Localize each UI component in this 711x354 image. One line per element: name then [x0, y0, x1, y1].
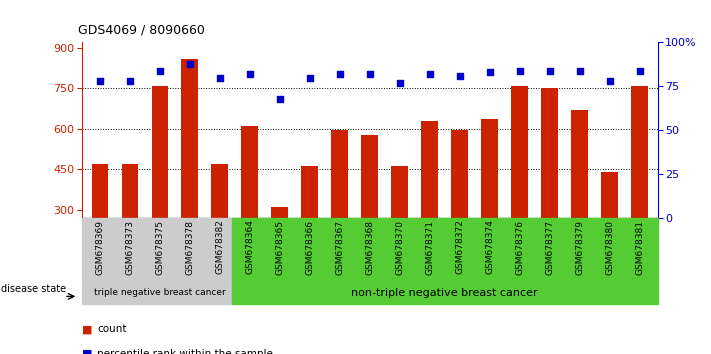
Text: GSM678367: GSM678367	[335, 219, 344, 275]
Text: GSM678375: GSM678375	[155, 219, 164, 275]
Text: GSM678380: GSM678380	[605, 219, 614, 275]
Text: ■: ■	[82, 349, 92, 354]
Text: GSM678376: GSM678376	[515, 219, 524, 275]
Point	[544, 68, 555, 73]
Text: GSM678364: GSM678364	[245, 219, 255, 274]
Text: GSM678372: GSM678372	[455, 219, 464, 274]
Point	[484, 69, 496, 75]
Point	[154, 68, 166, 73]
Bar	[211, 164, 228, 218]
Point	[214, 75, 225, 80]
Point	[364, 71, 375, 77]
Point	[94, 78, 105, 84]
Bar	[92, 164, 108, 218]
Point	[304, 75, 316, 80]
Bar	[451, 130, 468, 218]
Text: GSM678379: GSM678379	[575, 219, 584, 275]
Bar	[82, 218, 232, 280]
Text: percentile rank within the sample: percentile rank within the sample	[97, 349, 273, 354]
Text: non-triple negative breast cancer: non-triple negative breast cancer	[351, 288, 538, 298]
Point	[424, 71, 435, 77]
Bar	[232, 281, 658, 304]
Bar	[631, 86, 648, 218]
Point	[394, 80, 405, 86]
Text: GSM678366: GSM678366	[305, 219, 314, 275]
Point	[184, 61, 196, 66]
Bar	[181, 59, 198, 218]
Text: GSM678368: GSM678368	[365, 219, 374, 275]
Point	[574, 68, 585, 73]
Point	[334, 71, 346, 77]
Bar	[151, 86, 168, 218]
Point	[454, 73, 466, 79]
Text: GSM678369: GSM678369	[95, 219, 105, 275]
Text: count: count	[97, 324, 127, 334]
Text: GSM678373: GSM678373	[125, 219, 134, 275]
Text: disease state: disease state	[1, 284, 66, 295]
Bar	[122, 164, 138, 218]
Point	[514, 68, 525, 73]
Text: GDS4069 / 8090660: GDS4069 / 8090660	[78, 24, 205, 36]
Text: triple negative breast cancer: triple negative breast cancer	[94, 289, 225, 297]
Bar	[572, 110, 588, 218]
Text: GSM678370: GSM678370	[395, 219, 405, 275]
Text: GSM678382: GSM678382	[215, 219, 224, 274]
Bar	[542, 88, 558, 218]
Text: ■: ■	[82, 324, 92, 334]
Bar	[301, 166, 318, 218]
Bar	[361, 136, 378, 218]
Bar	[242, 126, 258, 218]
Bar	[511, 86, 528, 218]
Bar	[392, 166, 408, 218]
Text: GSM678378: GSM678378	[186, 219, 194, 275]
Bar	[272, 207, 288, 218]
Bar	[422, 121, 438, 218]
Point	[634, 68, 646, 73]
Bar	[602, 172, 618, 218]
Text: GSM678365: GSM678365	[275, 219, 284, 275]
Bar	[331, 130, 348, 218]
Text: GSM678374: GSM678374	[485, 219, 494, 274]
Bar	[481, 119, 498, 218]
Point	[244, 71, 255, 77]
Point	[604, 78, 616, 84]
Point	[274, 96, 285, 101]
Bar	[82, 281, 232, 304]
Bar	[232, 218, 658, 280]
Text: GSM678371: GSM678371	[425, 219, 434, 275]
Text: GSM678381: GSM678381	[635, 219, 644, 275]
Text: GSM678377: GSM678377	[545, 219, 554, 275]
Point	[124, 78, 135, 84]
